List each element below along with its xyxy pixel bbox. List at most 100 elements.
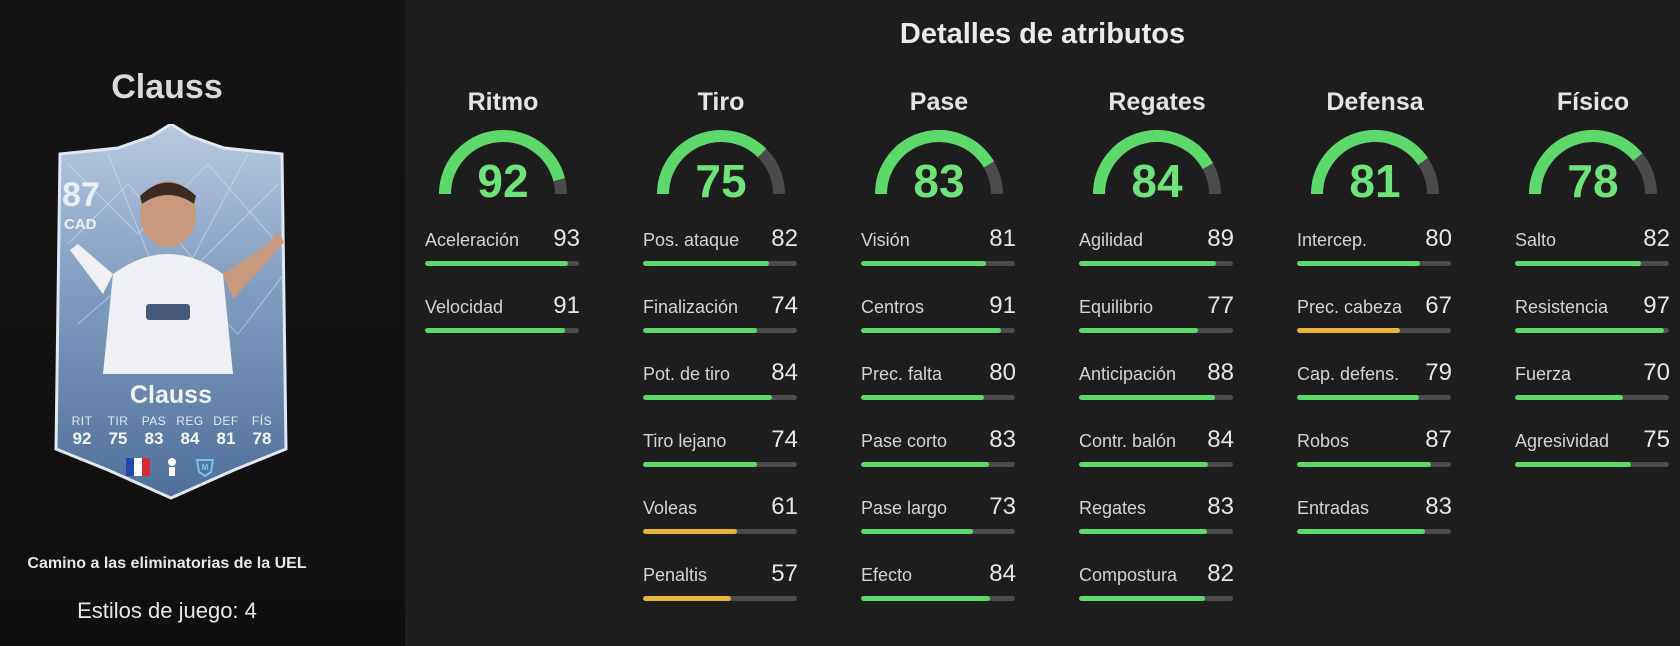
attribute-name: Cap. defens. bbox=[1297, 364, 1400, 384]
attribute-row[interactable]: Cap. defens. 79 bbox=[1295, 352, 1455, 419]
attribute-row[interactable]: Voleas 61 bbox=[641, 486, 801, 553]
category-gauge: 84 bbox=[1077, 128, 1237, 208]
attribute-row[interactable]: Tiro lejano 74 bbox=[641, 419, 801, 486]
card-stat-label: PAS bbox=[141, 414, 167, 428]
attribute-value: 82 bbox=[1207, 560, 1234, 587]
attribute-name: Equilibrio bbox=[1079, 297, 1154, 317]
attribute-name: Anticipación bbox=[1079, 364, 1177, 384]
attribute-bar-fill bbox=[1515, 395, 1623, 400]
card-stat: DEF 81 bbox=[210, 414, 242, 449]
attribute-row[interactable]: Salto 82 bbox=[1513, 218, 1673, 285]
attribute-row[interactable]: Contr. balón 84 bbox=[1077, 419, 1237, 486]
attribute-row[interactable]: Regates 83 bbox=[1077, 486, 1237, 553]
attribute-row[interactable]: Anticipación 88 bbox=[1077, 352, 1237, 419]
attribute-bar bbox=[1079, 462, 1233, 467]
attribute-value: 57 bbox=[771, 560, 798, 587]
attribute-row[interactable]: Prec. cabeza 67 bbox=[1295, 285, 1455, 352]
attribute-row[interactable]: Equilibrio 77 bbox=[1077, 285, 1237, 352]
attribute-row[interactable]: Intercep. 80 bbox=[1295, 218, 1455, 285]
attribute-bar-fill bbox=[643, 328, 757, 333]
attribute-list: Intercep. 80 Prec. cabeza 67 Cap. defens. 79 R… bbox=[1295, 218, 1455, 553]
gauge-arc bbox=[1529, 130, 1657, 195]
attribute-row[interactable]: Entradas 83 bbox=[1295, 486, 1455, 553]
attribute-value: 89 bbox=[1207, 225, 1234, 252]
attribute-bar bbox=[1079, 596, 1233, 601]
playstyles-count[interactable]: Estilos de juego: 4 bbox=[77, 598, 257, 623]
category-title: Tiro bbox=[697, 88, 745, 116]
club-marseille-icon: M bbox=[195, 459, 215, 478]
player-card[interactable]: 87 CAD Clauss RIT 92 TIR 75 PAS 83 REG 84 DE… bbox=[48, 124, 294, 500]
category-title: Defensa bbox=[1326, 88, 1424, 116]
card-overall-rating: 87 bbox=[62, 176, 100, 214]
attribute-bar bbox=[643, 395, 797, 400]
attribute-name: Resistencia bbox=[1515, 297, 1609, 317]
attribute-row[interactable]: Velocidad 91 bbox=[423, 285, 583, 352]
attribute-row[interactable]: Resistencia 97 bbox=[1513, 285, 1673, 352]
attribute-row[interactable]: Efecto 84 bbox=[859, 553, 1019, 620]
category-2: Pase 83 Visión 81 Centros 91 Prec. falta 80 Pase… bbox=[859, 88, 1019, 620]
attribute-row[interactable]: Centros 91 bbox=[859, 285, 1019, 352]
attribute-bar bbox=[861, 261, 1015, 266]
attribute-bar-fill bbox=[861, 529, 974, 534]
attribute-bar bbox=[861, 596, 1015, 601]
attribute-bar bbox=[643, 462, 797, 467]
attribute-name: Aceleración bbox=[425, 230, 520, 250]
attribute-list: Aceleración 93 Velocidad 91 bbox=[423, 218, 583, 352]
attribute-bar bbox=[1079, 261, 1233, 266]
attribute-row[interactable]: Robos 87 bbox=[1295, 419, 1455, 486]
attribute-value: 61 bbox=[771, 493, 798, 520]
attribute-row[interactable]: Compostura 82 bbox=[1077, 553, 1237, 620]
attribute-value: 91 bbox=[553, 292, 580, 319]
attribute-row[interactable]: Pase corto 83 bbox=[859, 419, 1019, 486]
attribute-bar-fill bbox=[1515, 462, 1631, 467]
attribute-value: 79 bbox=[1425, 359, 1452, 386]
attribute-row[interactable]: Agresividad 75 bbox=[1513, 419, 1673, 486]
attribute-bar-fill bbox=[1515, 328, 1665, 333]
attribute-row[interactable]: Fuerza 70 bbox=[1513, 352, 1673, 419]
attribute-value: 93 bbox=[553, 225, 580, 252]
attribute-row[interactable]: Aceleración 93 bbox=[423, 218, 583, 285]
gauge-fill bbox=[439, 130, 565, 195]
gauge-arc bbox=[657, 130, 785, 195]
attribute-list: Salto 82 Resistencia 97 Fuerza 70 Agresividad 7… bbox=[1513, 218, 1673, 486]
gauge-arc bbox=[439, 130, 567, 195]
attribute-row[interactable]: Visión 81 bbox=[859, 218, 1019, 285]
category-value: 84 bbox=[1131, 155, 1183, 207]
attribute-row[interactable]: Pase largo 73 bbox=[859, 486, 1019, 553]
attribute-value: 83 bbox=[1425, 493, 1452, 520]
attribute-bar-fill bbox=[643, 462, 757, 467]
attribute-bar-fill bbox=[643, 395, 773, 400]
attribute-name: Voleas bbox=[643, 498, 698, 518]
attribute-row[interactable]: Penaltis 57 bbox=[641, 553, 801, 620]
attribute-row[interactable]: Agilidad 89 bbox=[1077, 218, 1237, 285]
gauge-fill bbox=[875, 130, 995, 195]
promo-title: Camino a las eliminatorias de la UEL bbox=[27, 555, 307, 572]
attribute-bar bbox=[1515, 261, 1669, 266]
attribute-row[interactable]: Pot. de tiro 84 bbox=[641, 352, 801, 419]
attribute-bar bbox=[1079, 529, 1233, 534]
attribute-value: 83 bbox=[989, 426, 1016, 453]
attribute-bar-fill bbox=[643, 529, 737, 534]
attribute-name: Agresividad bbox=[1515, 431, 1610, 451]
attribute-name: Pase largo bbox=[861, 498, 948, 518]
attribute-bar bbox=[425, 328, 579, 333]
category-value: 78 bbox=[1567, 155, 1619, 207]
attribute-row[interactable]: Pos. ataque 82 bbox=[641, 218, 801, 285]
attribute-row[interactable]: Prec. falta 80 bbox=[859, 352, 1019, 419]
category-title: Ritmo bbox=[467, 88, 539, 116]
attribute-bar bbox=[1079, 328, 1233, 333]
attribute-bar-fill bbox=[861, 395, 985, 400]
attribute-bar-fill bbox=[1297, 462, 1431, 467]
attribute-bar bbox=[1515, 328, 1669, 333]
attribute-row[interactable]: Finalización 74 bbox=[641, 285, 801, 352]
category-value: 75 bbox=[695, 155, 747, 207]
card-stat: PAS 83 bbox=[138, 414, 170, 449]
attribute-name: Intercep. bbox=[1297, 230, 1368, 250]
attribute-bar bbox=[1297, 261, 1451, 266]
attribute-value: 77 bbox=[1207, 292, 1234, 319]
attribute-bar bbox=[1515, 395, 1669, 400]
gauge-arc bbox=[1311, 130, 1439, 195]
attribute-name: Entradas bbox=[1297, 498, 1370, 518]
card-stat-value: 78 bbox=[252, 429, 272, 448]
svg-text:M: M bbox=[202, 463, 209, 472]
